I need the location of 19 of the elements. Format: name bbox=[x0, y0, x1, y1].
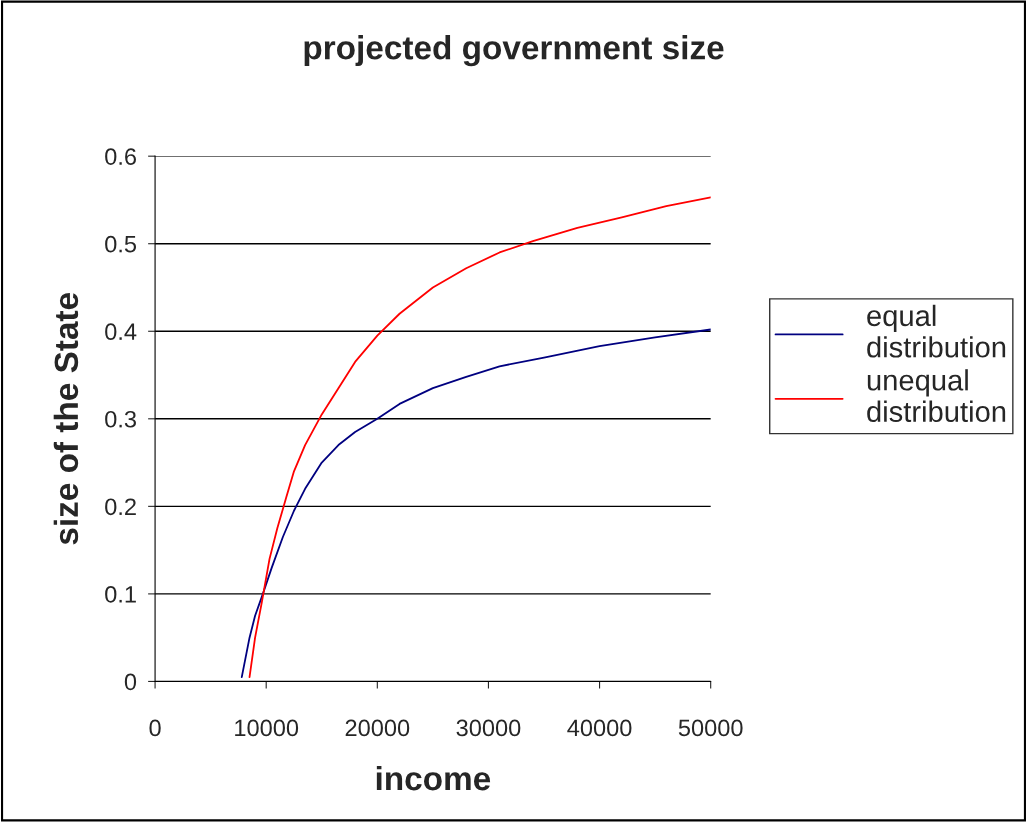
y-tick-label: 0.2 bbox=[105, 498, 136, 516]
x-tick-label: 20000 bbox=[345, 719, 410, 737]
y-tick-label: 0 bbox=[124, 673, 137, 691]
x-tick-label: 30000 bbox=[456, 719, 521, 737]
y-tick-label: 0.4 bbox=[105, 323, 137, 341]
y-tick-label: 0.5 bbox=[105, 235, 137, 253]
y-tick-label: 0.1 bbox=[105, 585, 136, 603]
x-tick-label: 10000 bbox=[235, 719, 299, 737]
chart-title: projected government size bbox=[304, 35, 724, 67]
x-tick-label: 0 bbox=[149, 719, 161, 737]
line-series bbox=[248, 196, 711, 678]
x-tick-label: 50000 bbox=[678, 719, 743, 737]
x-axis-title: income bbox=[376, 765, 491, 791]
y-tick-label: 0.3 bbox=[105, 410, 136, 428]
y-tick-label: 0.6 bbox=[105, 148, 136, 165]
line-series bbox=[240, 328, 711, 678]
y-axis-title: size of the State bbox=[53, 293, 79, 545]
x-tick-label: 40000 bbox=[567, 719, 632, 737]
legend-label: unequal distribution bbox=[867, 369, 1006, 423]
